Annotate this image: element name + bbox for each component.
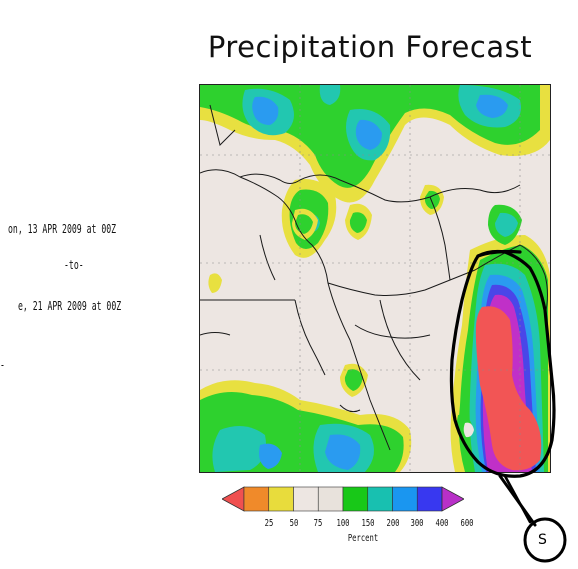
colorbar-tick-label: 25 xyxy=(264,518,274,529)
map-title: Precipitation Forecast xyxy=(207,30,533,64)
colorbar-tick-labels: 25 50 75 100 150 200 300 400 600 xyxy=(222,518,473,532)
colorbar-cell xyxy=(243,486,270,512)
colorbar-cell xyxy=(293,486,319,512)
colorbar-cells xyxy=(243,486,443,512)
colorbar-cell xyxy=(317,486,344,512)
colorbar-tick-label: 50 xyxy=(289,518,298,529)
forecast-end-date: e, 21 APR 2009 at 00Z xyxy=(18,299,122,313)
colorbar-cell xyxy=(416,486,443,512)
annotation-label: S xyxy=(538,532,547,548)
colorbar-tick-label: 300 xyxy=(410,518,424,529)
colorbar-tick-label: 100 xyxy=(336,518,350,529)
annotation-pointer xyxy=(498,474,537,527)
colorbar-tick-label: 600 xyxy=(460,518,474,529)
colorbar-cell xyxy=(342,486,369,512)
colorbar-tick-label: 150 xyxy=(361,518,375,529)
colorbar-tick-label: 400 xyxy=(435,518,449,529)
precipitation-map xyxy=(199,84,551,473)
colorbar-cell xyxy=(268,486,294,512)
colorbar-arrow-high xyxy=(441,486,464,512)
colorbar xyxy=(222,486,464,512)
precip-region-north xyxy=(200,85,550,203)
forecast-start-date: on, 13 APR 2009 at 00Z xyxy=(8,222,117,236)
colorbar-unit-label: Percent xyxy=(347,533,379,544)
colorbar-arrow-low xyxy=(222,486,245,512)
annotation-pointer-second xyxy=(503,474,532,524)
precip-region-central xyxy=(208,179,444,397)
colorbar-tick-label: 75 xyxy=(313,518,323,529)
forecast-period-separator: -to- xyxy=(64,258,84,272)
colorbar-cell xyxy=(392,486,418,512)
stray-mark: - xyxy=(0,358,5,372)
colorbar-cell xyxy=(367,486,393,512)
precipitation-map-canvas xyxy=(200,85,550,472)
colorbar-tick-label: 200 xyxy=(385,518,400,529)
precip-region-southwest xyxy=(200,380,412,472)
